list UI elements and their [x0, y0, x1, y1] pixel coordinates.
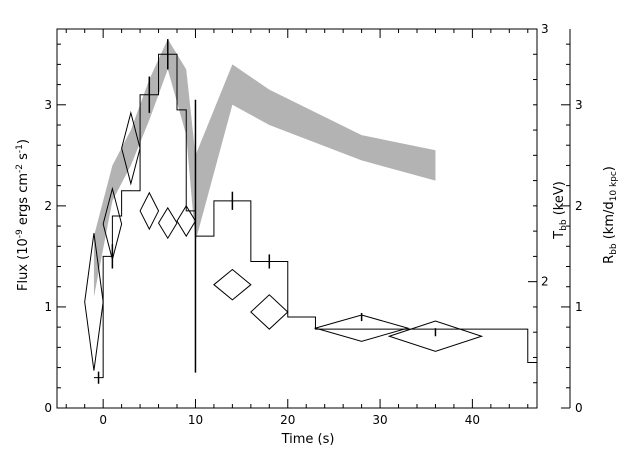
x-tick-label: 40 [465, 413, 480, 427]
axis-label-part: -9 [15, 229, 25, 238]
plot-frame [56, 28, 538, 409]
y-tick-label: 1 [44, 300, 52, 314]
temperature-band [93, 39, 436, 297]
radius-diamond-7 [250, 294, 289, 330]
axis-label-part: 10 kpc [609, 171, 619, 201]
axis-label-part: ergs cm [16, 173, 31, 229]
y3-axis-label: Rbb (km/d10 kpc) [602, 166, 619, 264]
radius-diamond-9 [387, 320, 484, 352]
axis-label-part: s [16, 153, 31, 164]
x-tick-label: 30 [372, 413, 387, 427]
y3-tick-label: 3 [575, 98, 583, 112]
y3-tick-label: 1 [575, 300, 583, 314]
y-axis-label: Flux (10-9 ergs cm-2 s-1) [15, 139, 31, 291]
radius-diamond-layer [84, 110, 484, 371]
y3-tick-label: 0 [575, 401, 583, 415]
y-tick-label: 2 [44, 199, 52, 213]
axis-label-part: (keV) [552, 181, 567, 219]
axis-label-part: ) [602, 166, 617, 171]
axis-label-part: (km/d [602, 201, 617, 243]
axis-label-part: T [552, 231, 567, 240]
flux-histogram-layer [93, 39, 537, 384]
axis-label-part: bb [609, 243, 619, 255]
temperature-band-layer [93, 39, 436, 297]
axis-label-part: bb [559, 219, 569, 231]
radius-diamond-2 [121, 110, 141, 186]
y-tick-label: 0 [44, 401, 52, 415]
axis-label-part: Flux (10 [16, 238, 31, 291]
radius-diamond-5 [176, 204, 197, 238]
y3-tick-label: 2 [575, 199, 583, 213]
axis-label-part: ) [16, 139, 31, 144]
x-tick-label: 10 [188, 413, 203, 427]
x-axis-label: Time (s) [281, 432, 335, 447]
axis-label-part: -1 [15, 144, 25, 153]
radius-diamond-4 [157, 206, 178, 240]
y2-axis-label: Tbb (keV) [552, 181, 569, 240]
x-tick-label: 0 [99, 413, 107, 427]
axis-label-part: R [602, 255, 617, 264]
radius-diamond-8 [313, 314, 410, 342]
radius-diamond-3 [139, 191, 160, 231]
y2-tick-label: 2 [541, 275, 549, 289]
y2-tick-label: 3 [541, 22, 549, 36]
radius-diamond-0 [84, 233, 104, 371]
radius-diamond-1 [102, 186, 123, 262]
axis-label-part: -2 [15, 164, 25, 173]
x-tick-label: 20 [280, 413, 295, 427]
radius-diamond-6 [213, 268, 252, 301]
flux-histogram-line [93, 53, 537, 379]
y-tick-label: 3 [44, 98, 52, 112]
